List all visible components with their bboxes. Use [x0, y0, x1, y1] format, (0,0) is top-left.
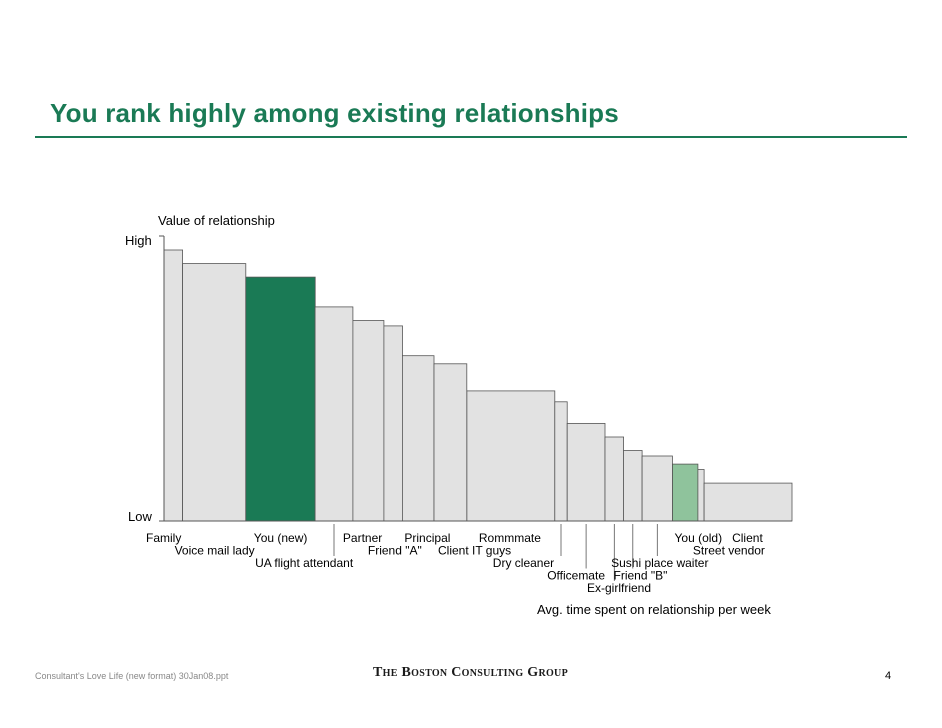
bar-11	[566, 422, 606, 522]
bar-10	[554, 401, 568, 522]
y-low-label: Low	[128, 509, 152, 524]
category-label: Client IT guys	[438, 544, 511, 558]
category-label: Principal	[404, 531, 450, 545]
slide-title: You rank highly among existing relations…	[50, 98, 619, 128]
axes-group	[159, 235, 792, 522]
title-underline	[35, 136, 907, 138]
category-label: You (old)	[675, 531, 723, 545]
bar-2	[182, 263, 247, 522]
footer-filename: Consultant's Love Life (new format) 30Ja…	[35, 671, 229, 681]
bar-13	[623, 450, 643, 522]
bar-15	[672, 463, 699, 522]
label-leader-lines	[333, 524, 658, 581]
category-label: Ex-girlfriend	[587, 581, 651, 595]
bar-7	[401, 355, 435, 522]
bar-16	[697, 469, 705, 522]
y-high-label: High	[125, 233, 152, 248]
category-label: Voice mail lady	[175, 544, 255, 558]
category-label: Officemate	[547, 569, 605, 583]
category-label: You (new)	[254, 531, 308, 545]
bar-5	[352, 320, 385, 522]
category-label: UA flight attendant	[255, 556, 354, 570]
y-axis-title: Value of relationship	[158, 213, 275, 228]
category-label: Street vendor	[693, 544, 765, 558]
bar-9	[466, 390, 556, 522]
bcg-logo: The Boston Consulting Group	[373, 665, 568, 680]
bar-17	[703, 482, 793, 522]
bar-3	[245, 276, 316, 522]
bar-1	[163, 249, 184, 522]
category-label: Client	[732, 531, 763, 545]
category-label: Rommmate	[479, 531, 541, 545]
category-label: Partner	[343, 531, 382, 545]
category-label: Friend "B"	[614, 569, 668, 583]
x-axis-title: Avg. time spent on relationship per week	[537, 602, 771, 617]
bar-14	[641, 455, 673, 522]
category-label: Friend "A"	[368, 544, 422, 558]
category-label: Family	[146, 531, 181, 545]
bars-group	[163, 249, 793, 522]
bar-12	[604, 436, 625, 522]
bar-4	[314, 306, 354, 522]
bar-6	[383, 325, 403, 522]
category-label: Sushi place waiter	[611, 556, 708, 570]
category-label: Dry cleaner	[493, 556, 554, 570]
bar-8	[433, 363, 468, 522]
page-number: 4	[885, 670, 892, 682]
